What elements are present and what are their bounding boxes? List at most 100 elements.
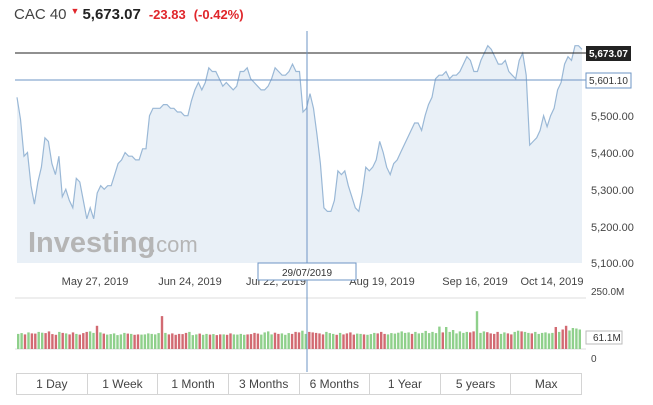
volume-bar	[417, 333, 420, 349]
volume-value-label: 61.1M	[593, 333, 621, 344]
volume-bar	[188, 331, 191, 349]
volume-bar	[540, 332, 544, 349]
timeframe-button[interactable]: 1 Year	[370, 374, 441, 394]
timeframe-button[interactable]: Max	[534, 377, 558, 391]
y-tick-label: 5,400.00	[591, 148, 634, 160]
volume-bar	[267, 331, 270, 349]
volume-bar	[407, 332, 410, 349]
volume-bar	[58, 331, 61, 349]
price-chart[interactable]: Investing .com 5,500.00 5,400.00 5,300.00 5…	[0, 0, 653, 372]
volume-bar	[140, 334, 143, 349]
volume-bar	[403, 332, 407, 349]
volume-bar	[530, 333, 533, 349]
volume-bar	[30, 333, 34, 349]
volume-bar	[441, 332, 444, 349]
volume-bar	[92, 332, 95, 349]
timeframe-button[interactable]: 5 years	[441, 374, 512, 394]
volume-bar	[397, 332, 400, 349]
x-tick-label: Jun 24, 2019	[158, 276, 222, 288]
volume-bar	[64, 333, 68, 349]
volume-bar	[85, 331, 88, 349]
volume-bar	[335, 334, 338, 349]
volume-bar	[95, 325, 99, 349]
timeframe-button[interactable]: 1 Day	[17, 374, 88, 394]
volume-bar	[376, 333, 379, 349]
volume-bar	[345, 333, 349, 349]
volume-bar	[68, 334, 71, 349]
volume-bar	[544, 332, 547, 349]
volume-bar	[75, 333, 78, 349]
volume-bar	[499, 333, 503, 349]
timeframe-button[interactable]: 6 Months	[300, 374, 371, 394]
volume-bar	[263, 332, 266, 349]
volume-bar	[445, 327, 448, 349]
volume-bar	[516, 330, 520, 349]
watermark-suffix: .com	[150, 232, 198, 257]
last-price-box	[586, 46, 631, 61]
volume-bar	[243, 334, 246, 349]
volume-bar	[294, 331, 297, 349]
timeframe-button[interactable]: 3 Months	[229, 374, 300, 394]
volume-bar	[321, 334, 325, 349]
volume-bar	[219, 334, 222, 349]
volume-bar	[47, 331, 51, 349]
volume-bar	[349, 332, 352, 349]
volume-bar	[116, 335, 119, 349]
volume-bar	[506, 333, 510, 349]
x-tick-label: Oct 14, 2019	[521, 276, 584, 288]
timeframe-button[interactable]: 1 Month	[158, 374, 229, 394]
volume-bar	[123, 332, 126, 349]
timeframe-button[interactable]: 1 Week	[88, 374, 159, 394]
volume-bar	[215, 335, 218, 349]
volume-bar	[390, 333, 393, 349]
volume-bar	[356, 333, 359, 349]
volume-bar	[232, 334, 236, 349]
down-arrow-icon: ▼	[70, 6, 80, 16]
volume-bar	[212, 334, 215, 349]
watermark-main: Investing	[28, 227, 155, 259]
volume-bar	[427, 333, 431, 349]
crosshair-price-box	[585, 72, 632, 89]
volume-bar	[191, 335, 194, 349]
volume-bar	[380, 331, 383, 349]
volume-bar	[126, 333, 129, 349]
volume-bar	[256, 333, 260, 349]
volume-bar	[362, 334, 366, 349]
price-change: -23.83	[148, 7, 186, 22]
volume-bar	[106, 334, 109, 349]
volume-bar	[338, 332, 342, 349]
price-area-fill	[17, 45, 582, 264]
volume-tick-label: 0	[591, 354, 597, 365]
price-area	[16, 44, 583, 264]
y-tick-label: 5,300.00	[591, 185, 634, 197]
volume-bar	[17, 333, 20, 349]
crosshair-price-label: 5,601.10	[589, 76, 628, 87]
volume-bar	[448, 331, 451, 349]
crosshair-date-label: 29/07/2019	[282, 268, 332, 279]
volume-bar	[260, 334, 263, 349]
volume-bar	[352, 334, 355, 349]
volume-bar	[284, 334, 287, 349]
volume-bar	[551, 332, 554, 349]
volume-bar	[527, 332, 530, 349]
volume-bar	[451, 330, 455, 349]
volume-chart: 250.0M61.1M061.1M	[15, 287, 624, 365]
volume-bar	[325, 331, 328, 349]
volume-bar	[112, 333, 116, 349]
volume-bar	[41, 332, 44, 349]
volume-bar	[277, 333, 280, 349]
volume-bar	[438, 326, 441, 349]
volume-bar	[54, 334, 58, 349]
volume-bar	[308, 331, 311, 349]
volume-bar	[465, 331, 468, 349]
volume-bar	[130, 333, 133, 349]
volume-bar	[424, 330, 427, 349]
volume-bar	[198, 333, 201, 349]
volume-bar	[472, 331, 475, 349]
volume-bar	[455, 333, 458, 349]
y-tick-label: 5,200.00	[591, 222, 634, 234]
crosshair: 29/07/2019	[257, 31, 357, 372]
volume-bar	[239, 333, 242, 349]
x-tick-label: Aug 19, 2019	[349, 276, 414, 288]
quote-header: CAC 40 ▼ 5,673.07 -23.83 (-0.42%)	[14, 6, 252, 26]
